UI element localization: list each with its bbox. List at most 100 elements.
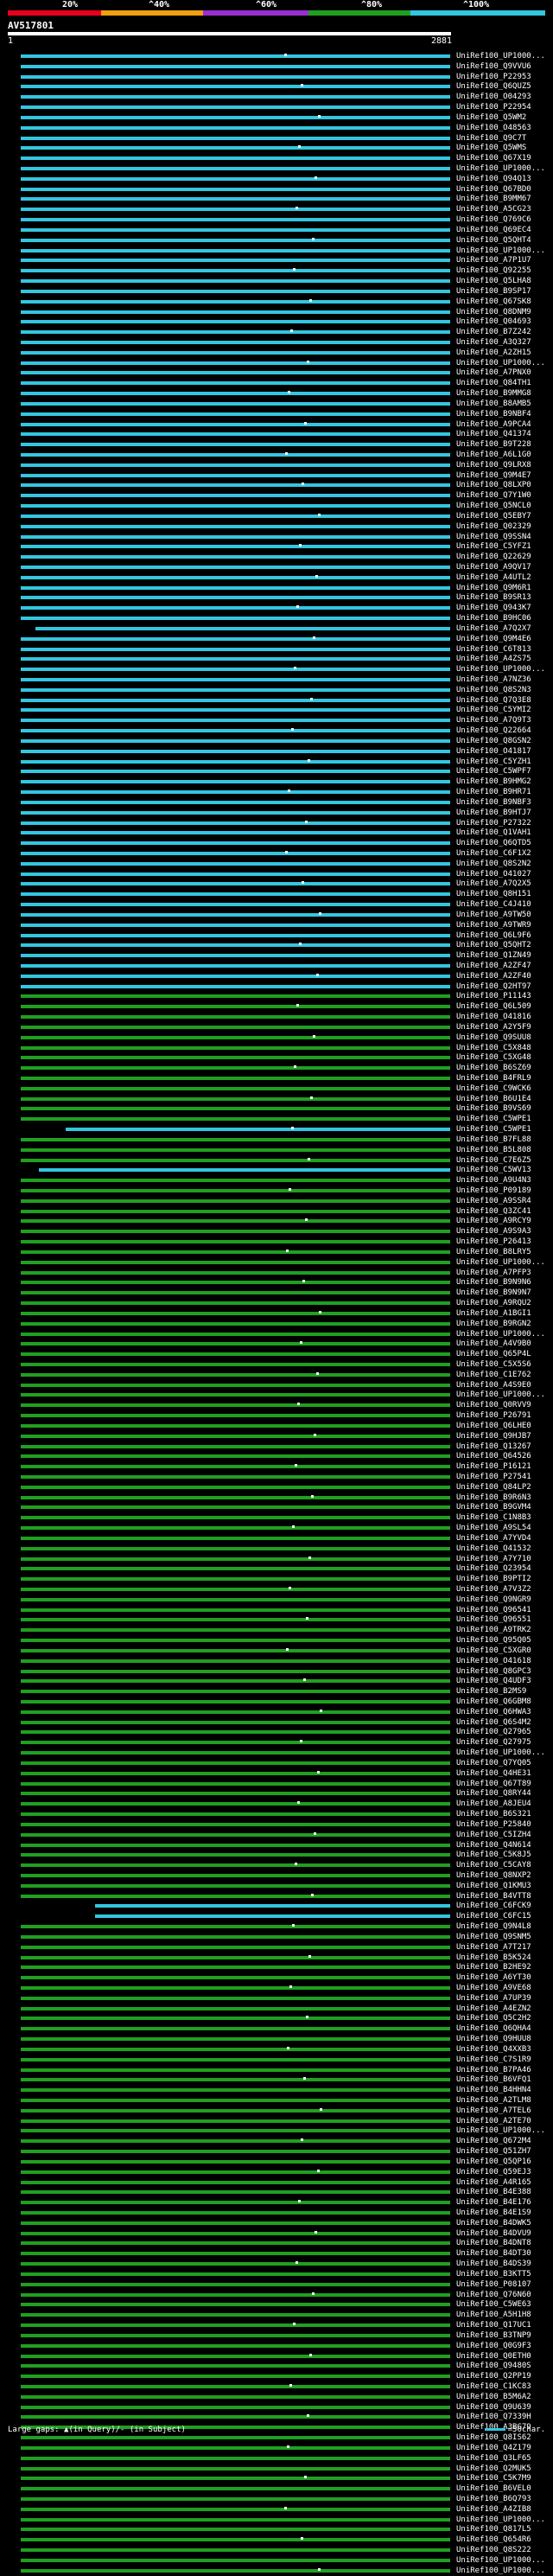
hit-label[interactable]: UniRef100_Q04693: [456, 317, 531, 327]
hit-label[interactable]: UniRef100_O41817: [456, 746, 531, 756]
hit-bar[interactable]: [21, 882, 450, 886]
hit-bar[interactable]: [21, 1260, 450, 1264]
hit-row[interactable]: UniRef100_B4HHN4: [0, 2086, 553, 2095]
hit-label[interactable]: UniRef100_P27322: [456, 818, 531, 828]
hit-row[interactable]: UniRef100_B8AMB5: [0, 400, 553, 409]
hit-row[interactable]: UniRef100_UP1000...: [0, 1748, 553, 1758]
hit-bar[interactable]: [21, 1158, 450, 1162]
hit-bar[interactable]: [21, 1710, 450, 1714]
hit-row[interactable]: UniRef100_Q5EBY7: [0, 512, 553, 521]
hit-bar[interactable]: [21, 392, 450, 396]
hit-row[interactable]: UniRef100_Q4Z179: [0, 2444, 553, 2453]
hit-label[interactable]: UniRef100_Q67T89: [456, 1779, 531, 1788]
hit-row[interactable]: UniRef100_Q4UDF3: [0, 1677, 553, 1686]
hit-label[interactable]: UniRef100_A9PCA4: [456, 419, 531, 429]
hit-label[interactable]: UniRef100_Q41532: [456, 1544, 531, 1553]
hit-bar[interactable]: [21, 2477, 450, 2481]
hit-label[interactable]: UniRef100_Q4HE31: [456, 1768, 531, 1778]
hit-label[interactable]: UniRef100_C1KC83: [456, 2381, 531, 2391]
hit-row[interactable]: UniRef100_A2TE70: [0, 2117, 553, 2126]
hit-bar[interactable]: [21, 892, 450, 897]
hit-bar[interactable]: [21, 1648, 450, 1652]
hit-bar[interactable]: [21, 1117, 450, 1122]
hit-bar[interactable]: [21, 575, 450, 579]
hit-row[interactable]: UniRef100_Q1ZN49: [0, 951, 553, 961]
hit-row[interactable]: UniRef100_A7NZ36: [0, 675, 553, 685]
hit-label[interactable]: UniRef100_P11143: [456, 992, 531, 1001]
hit-label[interactable]: UniRef100_A9U4N3: [456, 1176, 531, 1186]
hit-row[interactable]: UniRef100_A7Q2X5: [0, 879, 553, 889]
hit-label[interactable]: UniRef100_Q672M4: [456, 2137, 531, 2146]
hit-row[interactable]: UniRef100_Q3LF65: [0, 2454, 553, 2464]
hit-row[interactable]: UniRef100_C1N8B3: [0, 1513, 553, 1523]
hit-label[interactable]: UniRef100_A6YT30: [456, 1973, 531, 1983]
hit-label[interactable]: UniRef100_Q943K7: [456, 604, 531, 613]
hit-row[interactable]: UniRef100_Q84TH1: [0, 379, 553, 388]
hit-label[interactable]: UniRef100_B7FL88: [456, 1135, 531, 1144]
hit-bar[interactable]: [21, 1403, 450, 1408]
hit-bar[interactable]: [21, 289, 450, 293]
hit-bar[interactable]: [21, 2343, 450, 2348]
hit-bar[interactable]: [21, 1209, 450, 1213]
hit-row[interactable]: UniRef100_A8JEU4: [0, 1799, 553, 1809]
hit-row[interactable]: UniRef100_Q76N60: [0, 2291, 553, 2300]
hit-row[interactable]: UniRef100_Q0RVV9: [0, 1401, 553, 1410]
hit-row[interactable]: UniRef100_P09189: [0, 1186, 553, 1196]
hit-label[interactable]: UniRef100_Q51ZH7: [456, 2147, 531, 2157]
hit-bar[interactable]: [21, 74, 450, 79]
hit-row[interactable]: UniRef100_Q9M4E7: [0, 471, 553, 481]
hit-bar[interactable]: [21, 1618, 450, 1622]
hit-label[interactable]: UniRef100_Q0ETH0: [456, 2351, 531, 2361]
hit-label[interactable]: UniRef100_A5CG23: [456, 205, 531, 214]
hit-label[interactable]: UniRef100_C5WPE1: [456, 1115, 531, 1124]
hit-label[interactable]: UniRef100_A8JEU4: [456, 1799, 531, 1809]
hit-bar[interactable]: [21, 1372, 450, 1377]
hit-label[interactable]: UniRef100_Q0G9F3: [456, 2341, 531, 2350]
hit-bar[interactable]: [21, 1741, 450, 1745]
hit-bar[interactable]: [21, 1720, 450, 1724]
hit-row[interactable]: UniRef100_B9NBF3: [0, 798, 553, 808]
hit-bar[interactable]: [21, 1086, 450, 1090]
hit-row[interactable]: UniRef100_A9SL54: [0, 1524, 553, 1533]
hit-bar[interactable]: [21, 2078, 450, 2082]
hit-label[interactable]: UniRef100_Q8S2N3: [456, 685, 531, 694]
hit-label[interactable]: UniRef100_B3KTT5: [456, 2269, 531, 2279]
hit-bar[interactable]: [21, 320, 450, 324]
hit-bar[interactable]: [21, 1669, 450, 1673]
hit-bar[interactable]: [21, 1342, 450, 1346]
hit-bar[interactable]: [95, 1904, 450, 1908]
hit-label[interactable]: UniRef100_B6VEL0: [456, 2484, 531, 2494]
hit-bar[interactable]: [21, 125, 450, 130]
hit-row[interactable]: UniRef100_Q1KMU3: [0, 1882, 553, 1891]
hit-bar[interactable]: [21, 974, 450, 978]
hit-bar[interactable]: [21, 2159, 450, 2164]
hit-row[interactable]: UniRef100_Q8NXP2: [0, 1871, 553, 1881]
hit-bar[interactable]: [21, 105, 450, 110]
hit-bar[interactable]: [21, 585, 450, 590]
hit-bar[interactable]: [21, 432, 450, 437]
hit-label[interactable]: UniRef100_Q5WMS: [456, 144, 527, 153]
hit-bar[interactable]: [21, 841, 450, 846]
hit-bar[interactable]: [21, 248, 450, 252]
hit-bar[interactable]: [21, 95, 450, 99]
hit-bar[interactable]: [21, 1894, 450, 1898]
hit-row[interactable]: UniRef100_A9QV17: [0, 563, 553, 572]
hit-label[interactable]: UniRef100_A9TWR9: [456, 920, 531, 930]
hit-bar[interactable]: [21, 452, 450, 457]
hit-label[interactable]: UniRef100_A5H1H8: [456, 2311, 531, 2320]
hit-row[interactable]: UniRef100_Q95Q05: [0, 1636, 553, 1646]
hit-bar[interactable]: [21, 2129, 450, 2133]
hit-row[interactable]: UniRef100_Q8DNM9: [0, 308, 553, 317]
hit-bar[interactable]: [21, 187, 450, 191]
hit-label[interactable]: UniRef100_Q41374: [456, 430, 531, 439]
hit-label[interactable]: UniRef100_A2ZF47: [456, 961, 531, 970]
hit-row[interactable]: UniRef100_Q17UC1: [0, 2321, 553, 2330]
hit-row[interactable]: UniRef100_B6S321: [0, 1810, 553, 1819]
hit-row[interactable]: UniRef100_B9HMG2: [0, 777, 553, 787]
hit-label[interactable]: UniRef100_A9VE68: [456, 1983, 531, 1992]
hit-bar[interactable]: [21, 2088, 450, 2093]
hit-label[interactable]: UniRef100_Q5LHA8: [456, 277, 531, 286]
hit-label[interactable]: UniRef100_C5X848: [456, 1043, 531, 1052]
hit-row[interactable]: UniRef100_C5YZH1: [0, 757, 553, 767]
hit-label[interactable]: UniRef100_B5L808: [456, 1145, 531, 1154]
